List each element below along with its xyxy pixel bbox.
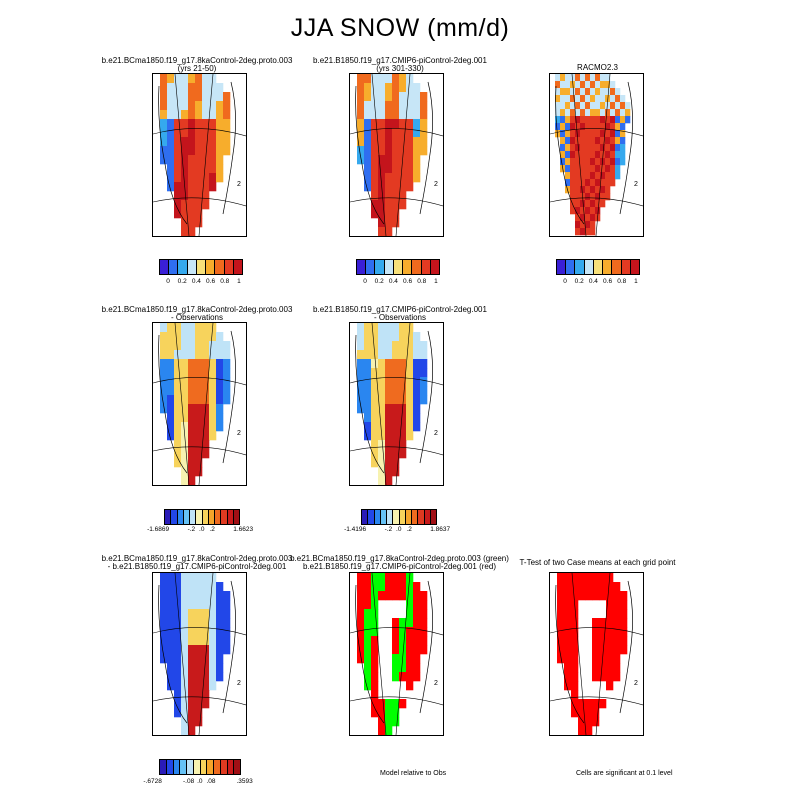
panel-5-title: b.e21.B1850.f19_g17.CMIP6-piControl-2deg… [313,305,487,322]
significance-note: Cells are significant at 0.1 level [576,770,673,777]
panel-4-title: b.e21.BCma1850.f19_g17.8kaControl-2deg.p… [101,305,293,322]
colorbar-tick: 0.2 [574,278,584,285]
colorbar-tick: 1 [634,278,638,285]
colorbar-tick: 1 [237,278,241,285]
figure-title: JJA SNOW (mm/d) [290,14,510,42]
map-panel-3: 2 [549,73,644,237]
panel-7-title: b.e21.BCma1850.f19_g17.8kaControl-2deg.p… [101,554,293,571]
map-panel-5: 2 [349,322,444,486]
panel-1-title: b.e21.BCma1850.f19_g17.8kaControl-2deg.p… [101,56,293,73]
colorbar-tick: -.08 [182,778,195,785]
map-panel-7: 2 [152,572,247,736]
map-mark-label: 2 [634,680,638,687]
map-mark-label: 2 [237,430,241,437]
map-panel-2: 2 [349,73,444,237]
map-panel-9: 2 [549,572,644,736]
colorbar-tick: 0.2 [374,278,384,285]
colorbar-tick: 0.2 [177,278,187,285]
map-panel-8: 2 [349,572,444,736]
map-mark-label: 2 [634,181,638,188]
colorbar-tick: 0.8 [617,278,627,285]
colorbar-tick: 1 [434,278,438,285]
map-mark-label: 2 [237,181,241,188]
panel-8-title: b.e21.BCma1850.f19_g17.8kaControl-2deg.p… [290,554,509,571]
colorbar-min-label: -.6728 [143,778,162,785]
colorbar-tick: 0 [363,278,367,285]
colorbar-tick: .0 [197,778,203,785]
colorbar-max-label: 1.6623 [233,526,254,533]
panel-2-title: b.e21.B1850.f19_g17.CMIP6-piControl-2deg… [313,56,487,73]
colorbar-max-label: 1.8637 [430,526,451,533]
colorbar-panel-3 [556,259,640,275]
colorbar-tick: 0.4 [191,278,201,285]
colorbar-tick: 0.8 [220,278,230,285]
colorbar-panel-7 [159,759,241,775]
map-panel-1: 2 [152,73,247,237]
colorbar-min-label: -1.6869 [147,526,170,533]
map-panel-4: 2 [152,322,247,486]
colorbar-max-label: .3593 [236,778,253,785]
colorbar-panel-1 [159,259,243,275]
colorbar-tick: 0.6 [603,278,613,285]
colorbar-tick: .0 [199,526,205,533]
model-relative-note: Model relative to Obs [380,770,447,777]
colorbar-panel-4 [164,509,240,525]
colorbar-min-label: -1.4196 [344,526,367,533]
panel-3-title: RACMO2.3 [577,63,618,72]
map-mark-label: 2 [434,430,438,437]
map-mark-label: 2 [237,680,241,687]
colorbar-tick: 0 [166,278,170,285]
colorbar-panel-5 [361,509,437,525]
colorbar-tick: .2 [406,526,412,533]
colorbar-tick: 0.4 [388,278,398,285]
map-mark-label: 2 [434,181,438,188]
colorbar-tick: 0 [563,278,567,285]
colorbar-tick: .0 [396,526,402,533]
colorbar-tick: .08 [206,778,216,785]
colorbar-tick: -.2 [384,526,393,533]
colorbar-tick: 0.8 [417,278,427,285]
colorbar-tick: .2 [209,526,215,533]
colorbar-tick: -.2 [187,526,196,533]
colorbar-tick: 0.4 [588,278,598,285]
colorbar-tick: 0.6 [206,278,216,285]
colorbar-tick: 0.6 [403,278,413,285]
colorbar-panel-2 [356,259,440,275]
panel-9-title: T-Test of two Case means at each grid po… [519,558,676,567]
map-mark-label: 2 [434,680,438,687]
